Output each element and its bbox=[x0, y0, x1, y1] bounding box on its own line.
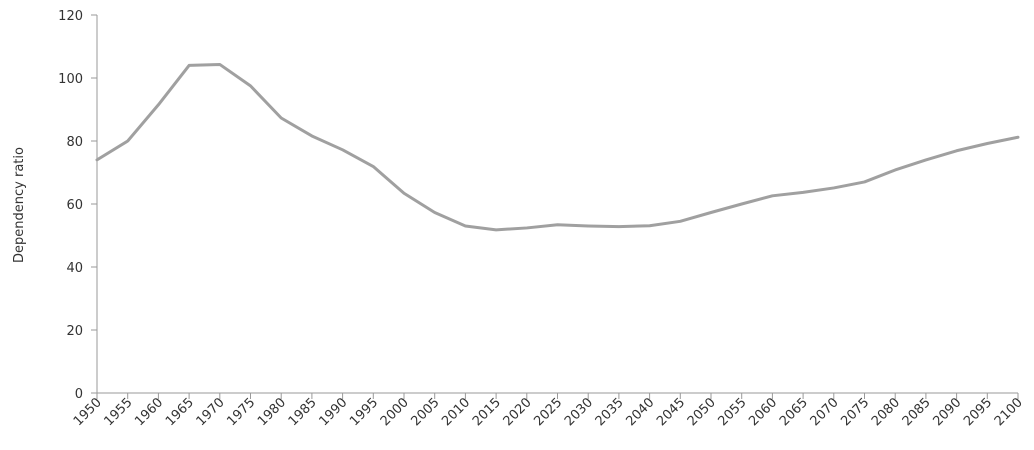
y-axis-label: Dependency ratio bbox=[12, 147, 27, 263]
x-tick-label: 2075 bbox=[838, 395, 872, 429]
x-tick-label: 2030 bbox=[562, 395, 596, 429]
x-tick-label: 2080 bbox=[869, 395, 903, 429]
x-tick-label: 2095 bbox=[961, 395, 995, 429]
x-tick-label: 2025 bbox=[531, 395, 565, 429]
x-tick-label: 2090 bbox=[930, 395, 964, 429]
x-tick-label: 2020 bbox=[501, 395, 535, 429]
y-tick-label: 40 bbox=[66, 261, 83, 276]
x-tick-label: 2070 bbox=[808, 395, 842, 429]
x-tick-label: 2015 bbox=[470, 395, 504, 429]
x-tick-label: 2050 bbox=[685, 395, 719, 429]
x-tick-label: 2040 bbox=[623, 395, 657, 429]
x-tick-label: 1965 bbox=[163, 395, 197, 429]
y-tick-label: 80 bbox=[66, 135, 83, 150]
x-tick-label: 2045 bbox=[654, 395, 688, 429]
x-tick-label: 2035 bbox=[593, 395, 627, 429]
y-tick-label: 0 bbox=[75, 387, 83, 402]
x-tick-label: 1970 bbox=[194, 395, 228, 429]
x-tick-label: 2055 bbox=[716, 395, 750, 429]
x-tick-label: 1975 bbox=[224, 395, 258, 429]
x-tick-label: 1985 bbox=[286, 395, 320, 429]
x-tick-label: 2065 bbox=[777, 395, 811, 429]
x-tick-label: 1960 bbox=[132, 395, 166, 429]
y-tick-label: 100 bbox=[58, 72, 83, 87]
x-tick-label: 2000 bbox=[378, 395, 412, 429]
x-tick-label: 1955 bbox=[102, 395, 136, 429]
y-tick-label: 120 bbox=[58, 9, 83, 24]
x-tick-label: 1990 bbox=[316, 395, 350, 429]
x-tick-label: 1995 bbox=[347, 395, 381, 429]
x-tick-label: 1980 bbox=[255, 395, 289, 429]
x-tick-label: 2010 bbox=[439, 395, 473, 429]
x-tick-label: 2005 bbox=[409, 395, 443, 429]
y-tick-label: 60 bbox=[66, 198, 83, 213]
x-tick-label: 2100 bbox=[992, 395, 1026, 429]
x-tick-label: 2060 bbox=[746, 395, 780, 429]
x-tick-label: 2085 bbox=[900, 395, 934, 429]
axes: 0204060801001201950195519601965197019751… bbox=[58, 9, 1026, 429]
y-tick-label: 20 bbox=[66, 324, 83, 339]
series-layer bbox=[96, 63, 1020, 231]
series-line bbox=[97, 64, 1018, 229]
